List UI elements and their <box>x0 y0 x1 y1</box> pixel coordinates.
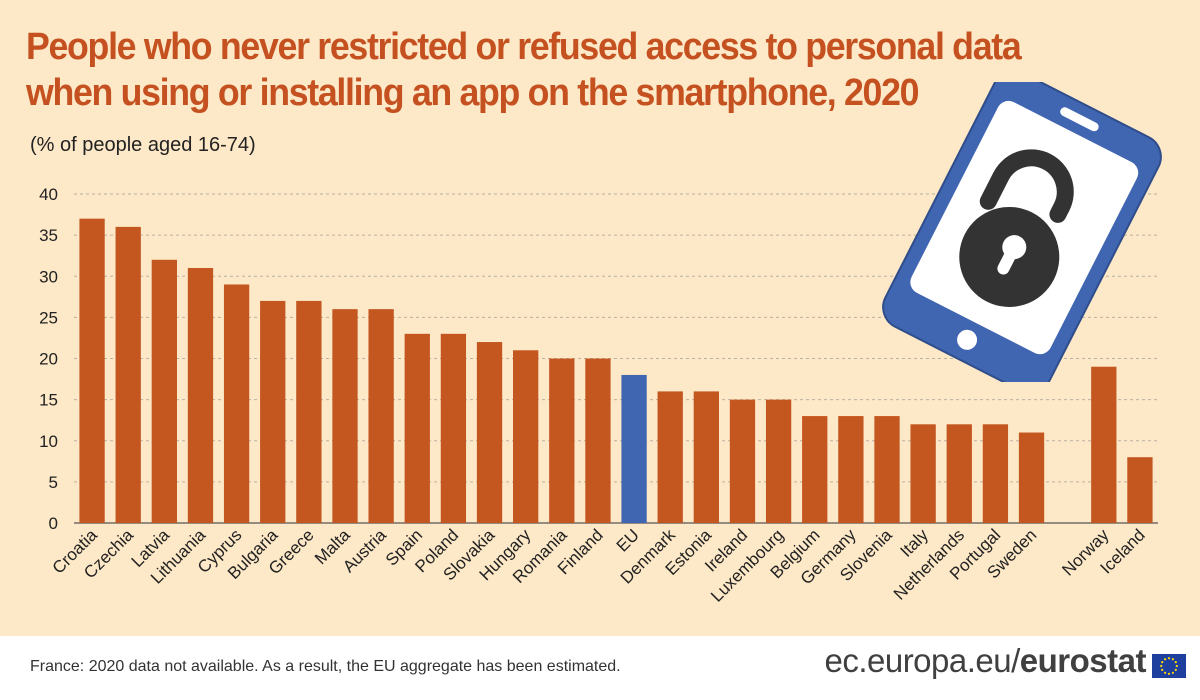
y-tick-label: 30 <box>39 267 58 286</box>
chart-subtitle: (% of people aged 16-74) <box>30 134 256 156</box>
bar-portugal <box>982 424 1009 523</box>
bar-chart: 0510152025303540CroatiaCzechiaLatviaLith… <box>39 185 1158 606</box>
bar-eu <box>621 374 647 523</box>
footnote: France: 2020 data not available. As a re… <box>30 658 621 675</box>
bar-greece <box>296 300 322 523</box>
y-tick-label: 40 <box>39 185 58 204</box>
bar-czechia <box>115 226 141 523</box>
bar-lithuania <box>187 268 214 523</box>
bar-estonia <box>693 391 719 523</box>
bar-latvia <box>151 259 177 523</box>
bar-sweden <box>1018 432 1045 523</box>
y-tick-label: 5 <box>49 473 58 492</box>
bar-italy <box>910 424 936 523</box>
bar-finland <box>585 358 611 523</box>
x-tick-label: EU <box>613 525 643 555</box>
bar-netherlands <box>946 424 972 523</box>
smartphone-unlocked-padlock-icon <box>872 70 1172 394</box>
bar-malta <box>332 309 358 523</box>
brand-name: eurostat <box>1019 642 1147 679</box>
bar-hungary <box>513 350 539 523</box>
y-tick-label: 25 <box>39 308 58 327</box>
bar-romania <box>549 358 575 523</box>
brand-domain: ec.europa.eu/ <box>824 642 1020 679</box>
bar-croatia <box>79 218 105 524</box>
y-tick-label: 35 <box>39 226 58 245</box>
bar-austria <box>368 309 394 523</box>
bar-luxembourg <box>765 399 792 523</box>
bar-iceland <box>1127 457 1153 523</box>
bar-belgium <box>802 416 828 523</box>
bar-denmark <box>657 391 683 523</box>
y-tick-label: 15 <box>39 391 58 410</box>
bar-slovakia <box>476 342 503 523</box>
bar-bulgaria <box>260 300 286 523</box>
y-tick-label: 20 <box>39 350 58 369</box>
bar-poland <box>440 333 467 523</box>
bar-cyprus <box>223 284 250 523</box>
eurostat-logo-text: ec.europa.eu/eurostat <box>824 642 1146 680</box>
chart-title-line-2: when using or installing an app on the s… <box>26 72 920 114</box>
bar-slovenia <box>874 416 900 523</box>
y-tick-label: 10 <box>39 432 58 451</box>
bar-spain <box>404 333 430 523</box>
chart-title-line-1: People who never restricted or refused a… <box>26 26 1022 68</box>
eu-flag-icon <box>1152 654 1186 678</box>
y-tick-label: 0 <box>49 514 58 533</box>
bar-ireland <box>729 399 756 523</box>
footer: France: 2020 data not available. As a re… <box>0 636 1200 700</box>
chart-title: People who never restricted or refused a… <box>26 24 1022 116</box>
bar-norway <box>1091 366 1117 523</box>
bar-germany <box>838 416 864 523</box>
